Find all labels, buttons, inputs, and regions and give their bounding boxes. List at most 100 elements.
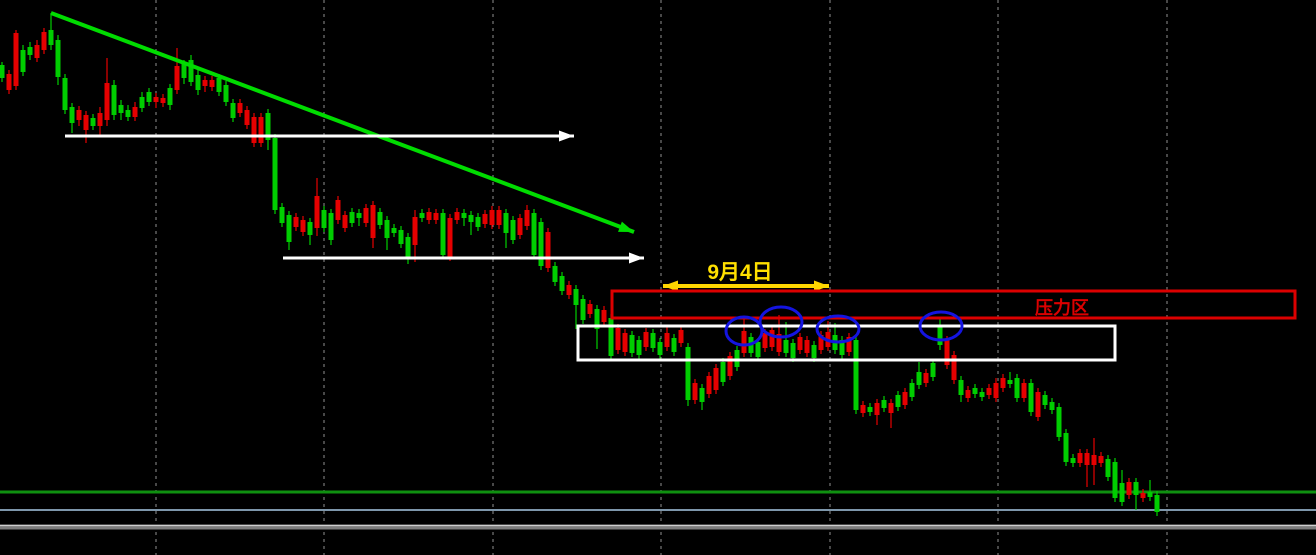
candle-body xyxy=(139,97,145,108)
candle-body xyxy=(13,33,19,86)
candle-body xyxy=(83,115,89,130)
candle-body xyxy=(580,299,586,320)
candle-body xyxy=(657,342,663,355)
candle-body xyxy=(622,333,628,352)
candle-body xyxy=(20,50,26,72)
candle-body xyxy=(1091,455,1097,465)
candle-body xyxy=(1119,483,1125,502)
candle-body xyxy=(0,65,5,78)
candle-body xyxy=(594,309,600,329)
candle-body xyxy=(293,217,299,227)
candle-body xyxy=(1140,493,1146,498)
candle-body xyxy=(650,333,656,348)
candle-body xyxy=(531,213,537,255)
candle-body xyxy=(846,337,852,352)
candle-body xyxy=(615,328,621,350)
candle-body xyxy=(720,362,726,382)
candle-body xyxy=(958,380,964,395)
candle-body xyxy=(349,212,355,223)
candle-body xyxy=(601,310,607,322)
candle-body xyxy=(216,78,222,92)
candle-body xyxy=(727,356,733,376)
candle-body xyxy=(769,330,775,347)
date-range-label: 9月4日 xyxy=(707,261,772,284)
candle-body xyxy=(160,98,166,103)
candle-body xyxy=(1098,456,1104,463)
candle-body xyxy=(188,60,194,82)
candle-body xyxy=(244,110,250,125)
candle-body xyxy=(258,117,264,143)
candle-body xyxy=(384,220,390,238)
candle-body xyxy=(223,85,229,102)
candle-body xyxy=(685,347,691,400)
candle-body xyxy=(433,213,439,220)
candle-body xyxy=(482,214,488,224)
candle-body xyxy=(419,213,425,218)
candle-body xyxy=(314,196,320,228)
highlight-ellipse xyxy=(918,310,964,342)
candle-body xyxy=(398,230,404,244)
candle-body xyxy=(153,97,159,102)
candle-body xyxy=(1007,380,1013,384)
candle-body xyxy=(181,64,187,78)
candle-body xyxy=(1021,383,1027,398)
candle-body xyxy=(524,210,530,226)
candle-body xyxy=(377,212,383,225)
candle-body xyxy=(559,276,565,291)
candle-body xyxy=(671,338,677,352)
candle-body xyxy=(209,80,215,87)
candle-body xyxy=(867,407,873,412)
candle-body xyxy=(951,355,957,380)
candle-body xyxy=(76,110,82,120)
candle-body xyxy=(237,103,243,113)
candle-body xyxy=(804,340,810,353)
highlight-ellipse xyxy=(815,314,861,344)
date-range-arrow-arrowhead xyxy=(814,280,829,292)
candle-body xyxy=(202,80,208,86)
candle-body xyxy=(517,218,523,235)
candle-body xyxy=(909,383,915,397)
candle-body xyxy=(1056,407,1062,437)
downtrend-arrow-line xyxy=(50,11,635,234)
candle-body xyxy=(986,388,992,395)
candle-body xyxy=(370,205,376,238)
candle-body xyxy=(111,85,117,115)
candle-body xyxy=(552,266,558,282)
candle-body xyxy=(391,228,397,233)
candle-body xyxy=(34,45,40,58)
candle-body xyxy=(41,32,47,50)
candle-body xyxy=(972,388,978,394)
candle-body xyxy=(230,103,236,118)
candle-body xyxy=(97,113,103,126)
support-zone-box xyxy=(576,324,1117,362)
candle-body xyxy=(881,400,887,408)
candle-body xyxy=(510,220,516,240)
candle-body xyxy=(895,395,901,407)
candle-body xyxy=(874,403,880,415)
candle-body xyxy=(916,372,922,385)
candle-body xyxy=(797,337,803,350)
candle-body xyxy=(1147,492,1153,497)
candle-body xyxy=(69,107,75,123)
grid-layer xyxy=(155,0,1168,555)
candle-body xyxy=(412,217,418,245)
price-lines-layer xyxy=(0,490,1316,530)
candle-body xyxy=(629,335,635,353)
candle-body xyxy=(608,318,614,356)
candle-body xyxy=(167,88,173,105)
candle-body xyxy=(503,213,509,233)
candle-body xyxy=(454,212,460,220)
candle-body xyxy=(692,383,698,400)
candle-body xyxy=(55,40,61,77)
candle-body xyxy=(104,83,110,120)
candle-body xyxy=(664,333,670,347)
candle-body xyxy=(706,376,712,394)
horizontal-arrow-upper-arrowhead xyxy=(559,130,574,142)
candle-body xyxy=(426,212,432,220)
pressure-zone-label: 压力区 xyxy=(1035,298,1089,318)
candle-body xyxy=(923,373,929,383)
candle-body xyxy=(1154,495,1160,512)
candle-body xyxy=(1063,433,1069,462)
